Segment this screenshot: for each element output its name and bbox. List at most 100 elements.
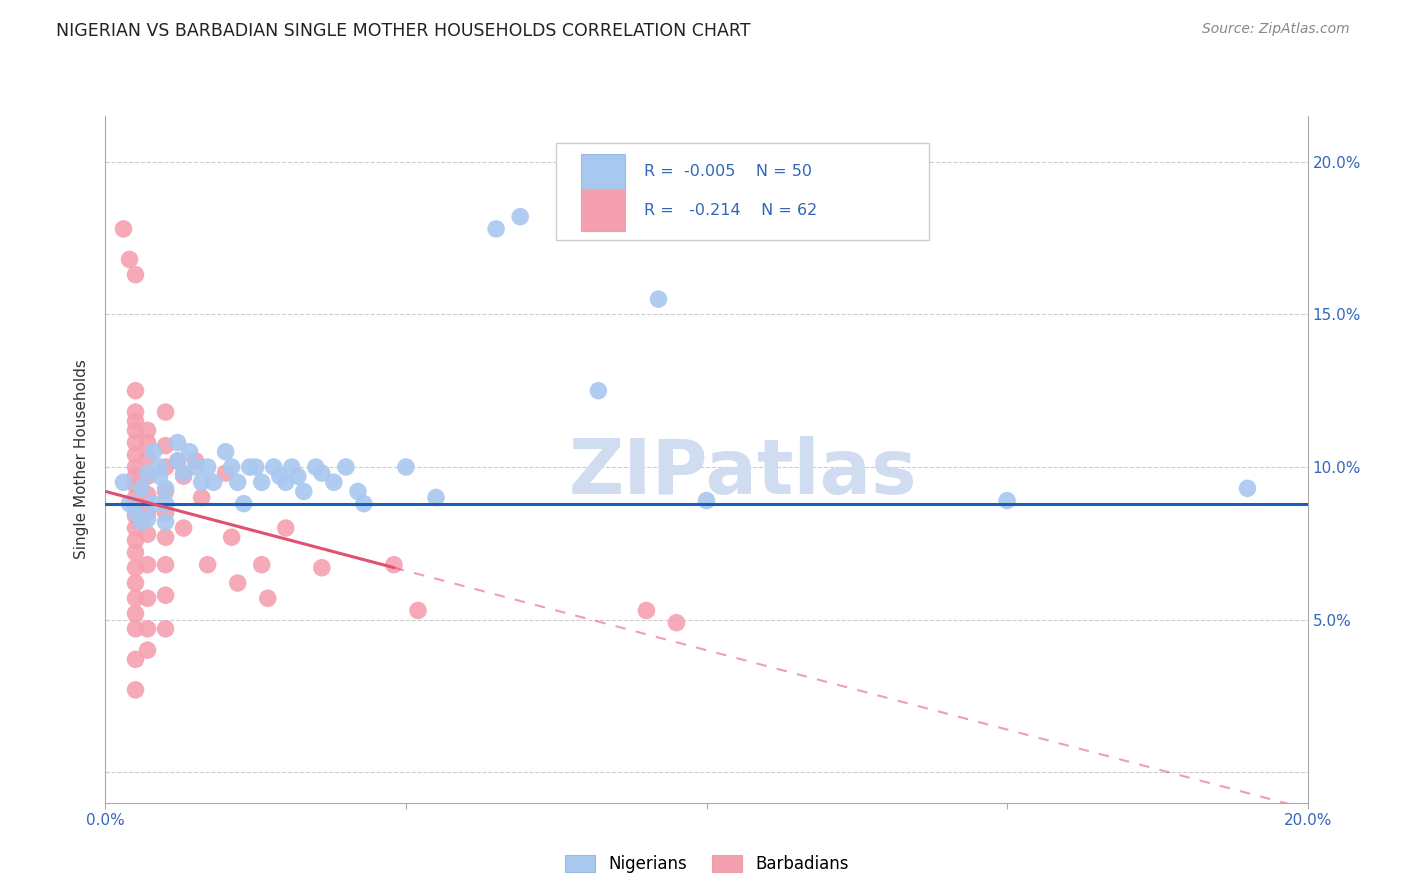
Point	[155, 588, 177, 602]
Text: ZIPatlas: ZIPatlas	[568, 436, 917, 510]
FancyBboxPatch shape	[557, 144, 929, 240]
Point	[124, 405, 146, 419]
Point	[136, 558, 159, 572]
Point	[166, 454, 188, 468]
Point	[136, 506, 159, 520]
Point	[124, 460, 146, 475]
Point	[118, 497, 141, 511]
Point	[155, 439, 177, 453]
Point	[155, 622, 177, 636]
Point	[136, 512, 159, 526]
Point	[395, 460, 418, 475]
Point	[124, 448, 146, 462]
Point	[124, 423, 146, 437]
Point	[347, 484, 370, 499]
Point	[197, 460, 219, 475]
Point	[124, 268, 146, 282]
Point	[406, 603, 429, 617]
Point	[148, 460, 170, 475]
Point	[335, 460, 357, 475]
Point	[190, 491, 212, 505]
Point	[155, 497, 177, 511]
Point	[136, 423, 159, 437]
Text: Source: ZipAtlas.com: Source: ZipAtlas.com	[1202, 22, 1350, 37]
Point	[287, 469, 309, 483]
Point	[696, 493, 718, 508]
Point	[155, 558, 177, 572]
Point	[166, 435, 188, 450]
Point	[292, 484, 315, 499]
Text: R =   -0.214    N = 62: R = -0.214 N = 62	[644, 203, 817, 219]
Point	[155, 515, 177, 529]
Point	[166, 454, 188, 468]
Point	[190, 475, 212, 490]
Point	[124, 478, 146, 492]
Point	[269, 469, 291, 483]
Point	[155, 484, 177, 499]
Point	[184, 460, 207, 475]
Point	[112, 222, 135, 236]
Point	[263, 460, 285, 475]
Point	[136, 469, 159, 483]
Point	[250, 558, 273, 572]
Point	[202, 475, 225, 490]
Point	[155, 482, 177, 496]
Point	[124, 576, 146, 591]
Point	[136, 527, 159, 541]
Point	[112, 475, 135, 490]
Point	[353, 497, 375, 511]
Point	[136, 487, 159, 501]
Point	[124, 607, 146, 621]
Point	[124, 545, 146, 559]
Point	[322, 475, 344, 490]
Point	[124, 560, 146, 574]
Point	[647, 292, 669, 306]
Point	[124, 500, 146, 514]
Point	[281, 460, 304, 475]
Point	[305, 460, 328, 475]
Point	[274, 521, 297, 535]
Point	[124, 506, 146, 520]
Point	[274, 475, 297, 490]
Point	[245, 460, 267, 475]
Point	[509, 210, 531, 224]
Point	[124, 521, 146, 535]
Point	[232, 497, 254, 511]
Text: R =  -0.005    N = 50: R = -0.005 N = 50	[644, 164, 813, 179]
Y-axis label: Single Mother Households: Single Mother Households	[75, 359, 90, 559]
Point	[179, 444, 201, 458]
Point	[382, 558, 405, 572]
Point	[995, 493, 1018, 508]
Point	[136, 591, 159, 606]
FancyBboxPatch shape	[582, 154, 624, 195]
Point	[311, 560, 333, 574]
Text: NIGERIAN VS BARBADIAN SINGLE MOTHER HOUSEHOLDS CORRELATION CHART: NIGERIAN VS BARBADIAN SINGLE MOTHER HOUS…	[56, 22, 751, 40]
Point	[425, 491, 447, 505]
Point	[136, 435, 159, 450]
Point	[256, 591, 278, 606]
Point	[226, 475, 249, 490]
Point	[148, 469, 170, 483]
Point	[173, 521, 195, 535]
Point	[124, 508, 146, 523]
Point	[155, 460, 177, 475]
Point	[124, 491, 146, 505]
Point	[636, 603, 658, 617]
Point	[221, 530, 243, 544]
Point	[173, 469, 195, 483]
Point	[124, 682, 146, 697]
Point	[214, 466, 236, 480]
Point	[155, 405, 177, 419]
Point	[1236, 482, 1258, 496]
Point	[155, 530, 177, 544]
Point	[226, 576, 249, 591]
Point	[197, 558, 219, 572]
Point	[136, 466, 159, 480]
Point	[118, 252, 141, 267]
Point	[131, 515, 153, 529]
Point	[124, 591, 146, 606]
Point	[221, 460, 243, 475]
Point	[136, 450, 159, 465]
Point	[142, 497, 165, 511]
Point	[184, 454, 207, 468]
